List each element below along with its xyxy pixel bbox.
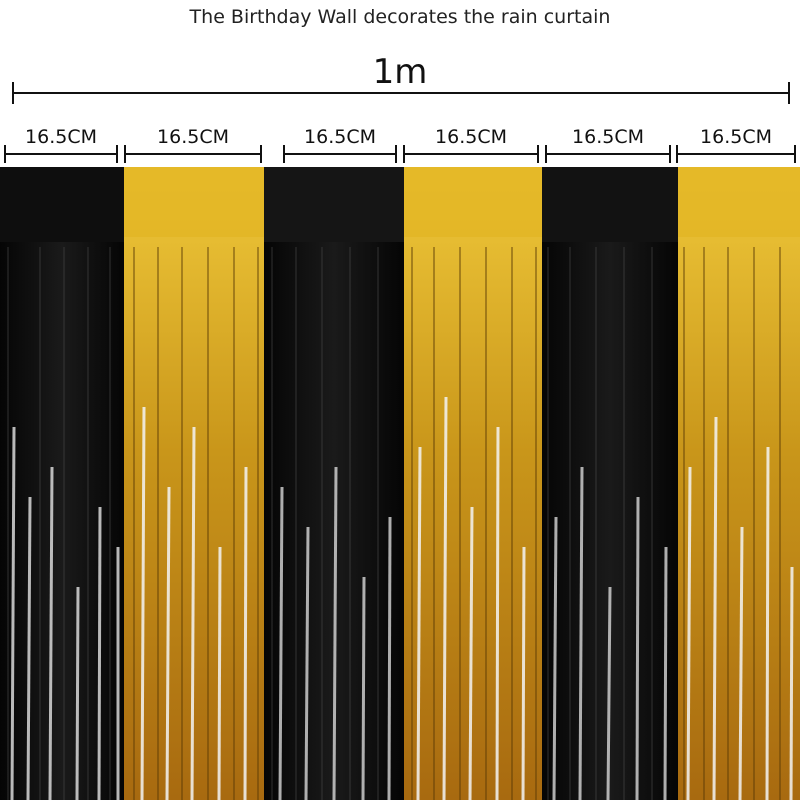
panel-dimension-tick [124,145,126,163]
black-fringe-curtain [542,167,678,800]
panel-dimension-6: 16.5CM [676,126,796,166]
panel-width-label: 16.5CM [435,126,507,148]
panel-dimension-tick [669,145,671,163]
panel-dimension-2: 16.5CM [124,126,262,166]
gold-fringe-curtain [404,167,542,800]
panel-dimension-line [4,153,118,155]
panel-dimension-tick [403,145,405,163]
gold-fringe-curtain [124,167,264,800]
total-width-right-tick [788,82,790,104]
panel-dimension-tick [537,145,539,163]
panel-dimension-tick [676,145,678,163]
panel-dimension-tick [545,145,547,163]
total-width-label: 1m [372,52,428,92]
curtain-panel-gold [404,167,542,800]
panel-dimension-line [124,153,262,155]
panel-dimension-tick [395,145,397,163]
panel-dimension-1: 16.5CM [4,126,118,166]
gold-fringe-curtain [678,167,800,800]
panel-dimension-line [283,153,397,155]
panel-dimension-tick [4,145,6,163]
black-fringe-curtain [264,167,404,800]
total-width-left-tick [12,82,14,104]
panel-width-label: 16.5CM [157,126,229,148]
panel-dimension-line [403,153,539,155]
curtain-panel-gold [124,167,264,800]
panel-dimension-4: 16.5CM [403,126,539,166]
curtain-panel-gold [678,167,800,800]
total-width-dimension-line [13,92,790,94]
panel-width-label: 16.5CM [572,126,644,148]
black-fringe-curtain [0,167,124,800]
panel-width-label: 16.5CM [25,126,97,148]
panel-dimension-line [676,153,796,155]
panel-dimension-tick [794,145,796,163]
curtain-panel-black [542,167,678,800]
panel-dimension-5: 16.5CM [545,126,671,166]
curtain-panel-black [0,167,124,800]
curtain-panel-black [264,167,404,800]
panel-dimension-tick [283,145,285,163]
panel-width-label: 16.5CM [700,126,772,148]
panel-dimension-tick [260,145,262,163]
image-caption: The Birthday Wall decorates the rain cur… [189,6,611,28]
panel-dimension-line [545,153,671,155]
panel-width-label: 16.5CM [304,126,376,148]
panel-dimension-3: 16.5CM [283,126,397,166]
panel-dimension-tick [116,145,118,163]
